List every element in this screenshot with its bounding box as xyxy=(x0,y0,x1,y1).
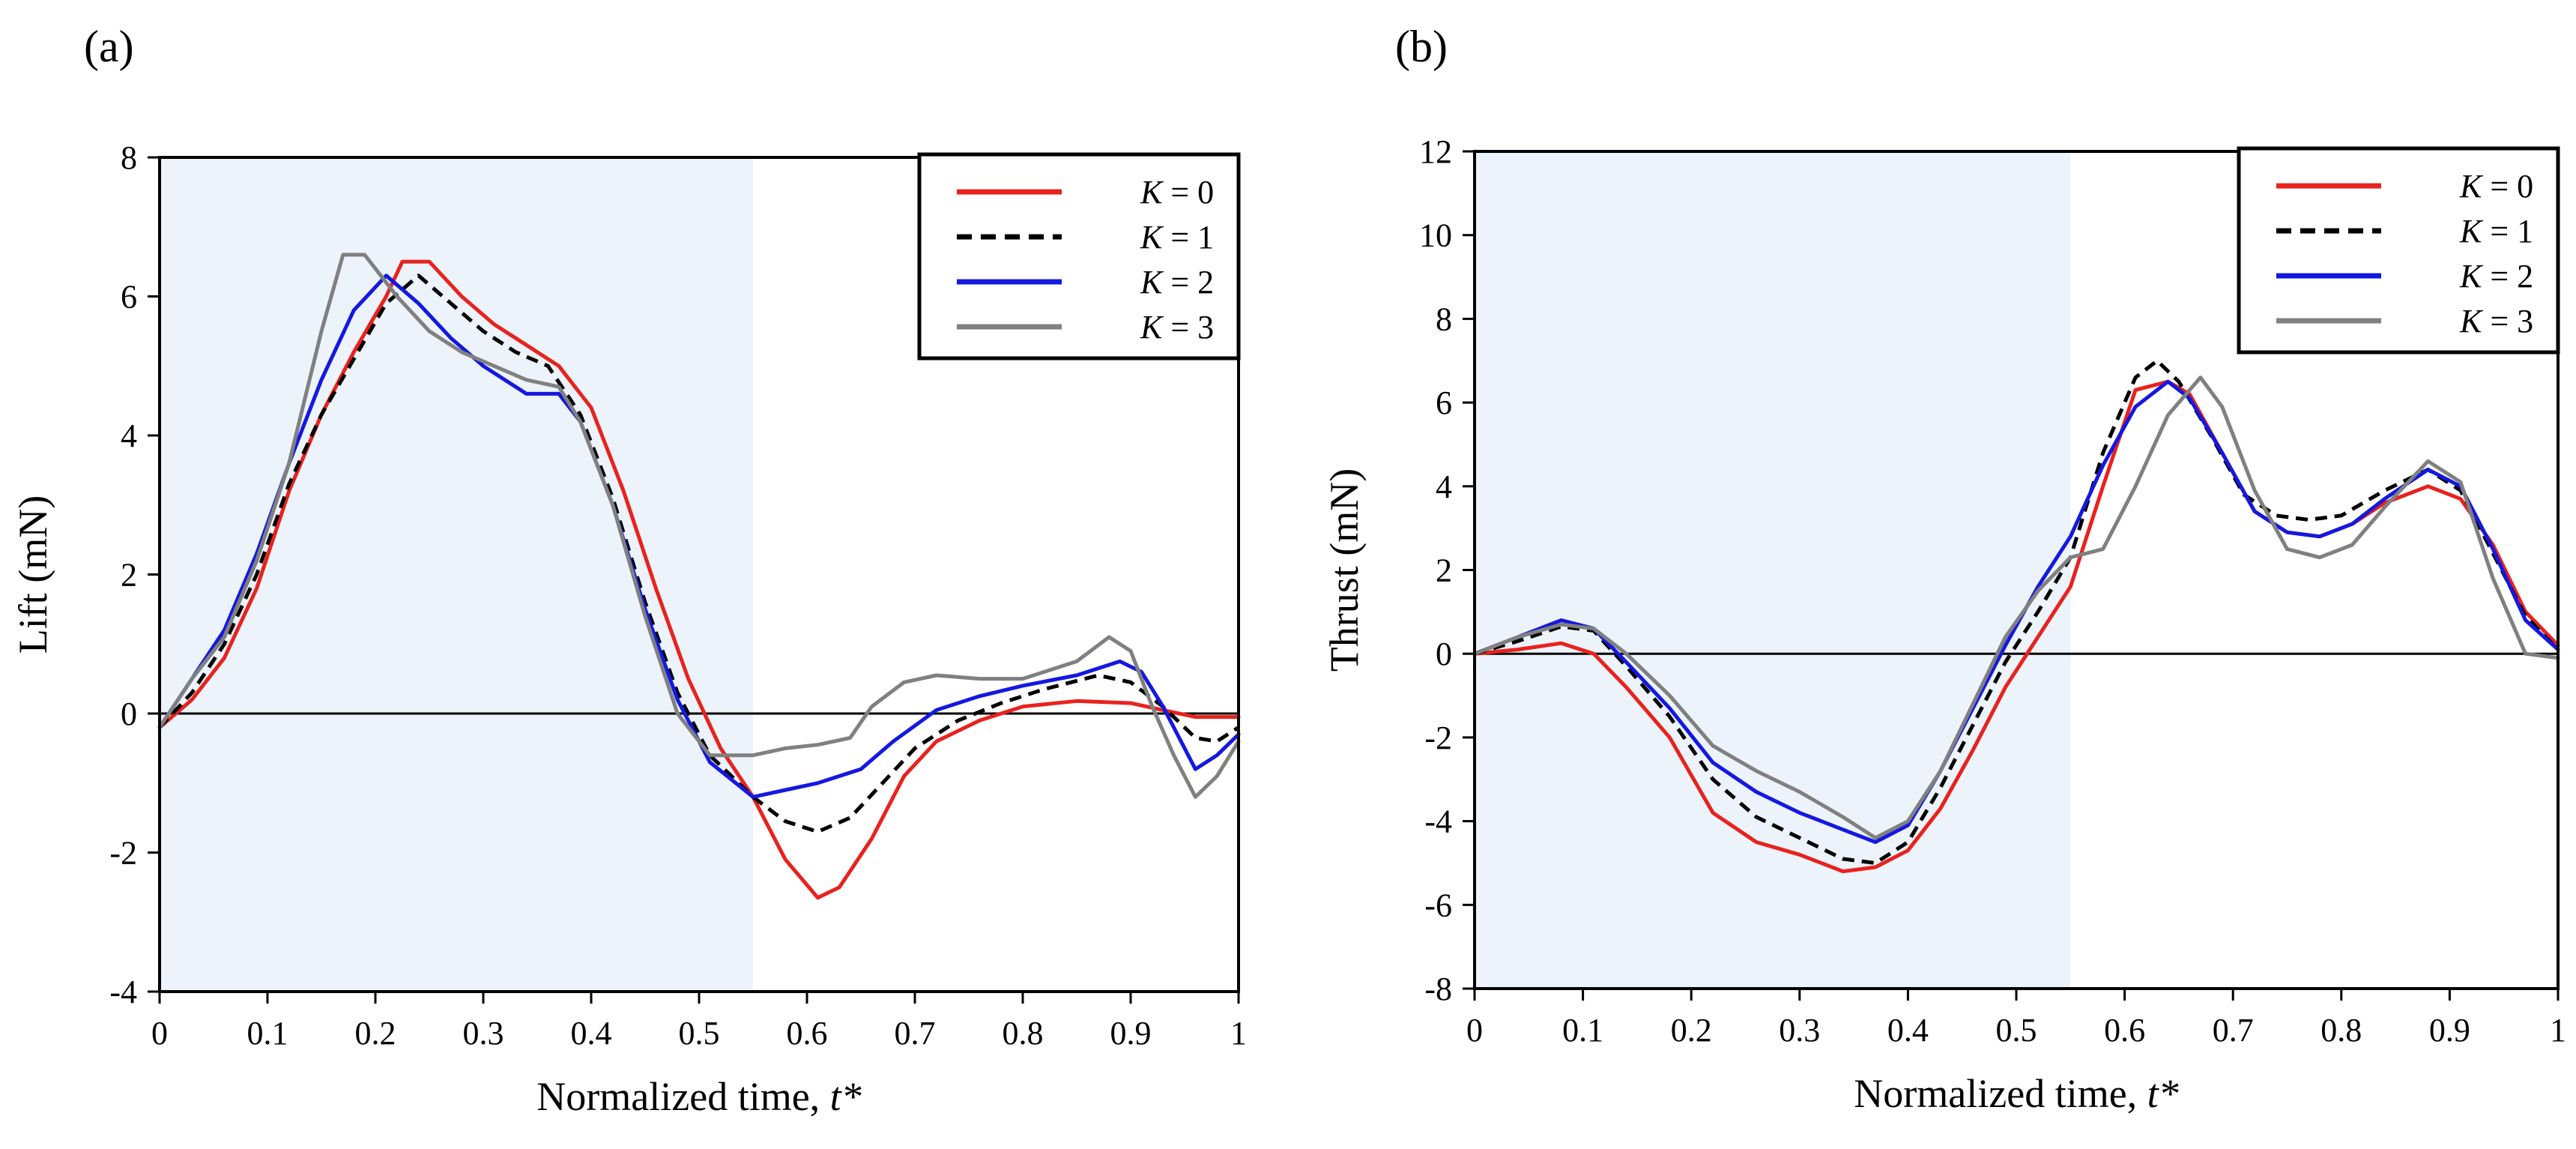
series-line-k0 xyxy=(1472,379,2560,874)
x-tick-label: 0.5 xyxy=(1996,1012,2037,1049)
y-tick-label: 0 xyxy=(1436,636,1452,672)
y-tick-label: 10 xyxy=(1419,217,1452,254)
y-axis-title: Thrust (mN) xyxy=(1322,468,1367,672)
y-tick-label: 12 xyxy=(1419,133,1452,170)
y-tick-label: 6 xyxy=(121,279,137,316)
x-tick-label: 0.4 xyxy=(1887,1012,1929,1049)
x-tick-label: 0.6 xyxy=(787,1015,828,1052)
legend-label: K = 1 xyxy=(2459,213,2533,250)
y-tick-label: -4 xyxy=(109,974,137,1010)
series-line-k3 xyxy=(157,253,1241,799)
x-tick-label: 0.5 xyxy=(679,1015,720,1052)
x-tick-label: 0.8 xyxy=(1003,1015,1044,1052)
legend-label: K = 2 xyxy=(2459,258,2533,295)
series-line-k2 xyxy=(1472,379,2560,844)
shaded-region xyxy=(1476,153,2071,987)
x-tick-label: 0.7 xyxy=(895,1015,936,1052)
y-tick-label: 0 xyxy=(121,696,137,732)
x-axis-title: Normalized time, t* xyxy=(1854,1071,2178,1116)
y-tick-label: -8 xyxy=(1424,971,1452,1007)
series-line-k2 xyxy=(157,274,1241,799)
y-tick-label: 2 xyxy=(121,557,137,594)
legend-label: K = 2 xyxy=(1140,264,1214,301)
legend-label: K = 3 xyxy=(2459,303,2533,340)
y-tick-label: 2 xyxy=(1436,552,1452,589)
panel-label: (a) xyxy=(84,22,134,71)
x-tick-label: 0.1 xyxy=(1562,1012,1603,1049)
legend-label: K = 0 xyxy=(2459,168,2533,205)
series-line-k1 xyxy=(158,274,1240,834)
lift-chart-panel: 0 0.1 0.2 0.3 0.4 0.5 0.6 0.7 0.8 0.9 1 -4 -2 0 2 4 6 8 No… xyxy=(10,22,1247,1119)
x-tick-label: 0.7 xyxy=(2213,1012,2254,1049)
x-tick-label: 0.9 xyxy=(1110,1015,1152,1052)
series-line-k1 xyxy=(1474,358,2560,865)
y-tick-label: 4 xyxy=(1436,468,1452,505)
legend-label: K = 0 xyxy=(1140,174,1214,211)
y-tick-label: 6 xyxy=(1436,384,1452,421)
x-tick-label: 1 xyxy=(1230,1015,1247,1052)
x-tick-label: 0.6 xyxy=(2104,1012,2145,1049)
thrust-chart-panel: 0 0.1 0.2 0.3 0.4 0.5 0.6 0.7 0.8 0.9 1 -8 -6 -4 -2 0 2 4… xyxy=(1322,22,2566,1116)
x-tick-label: 0 xyxy=(151,1015,168,1052)
x-tick-label: 0.2 xyxy=(1671,1012,1712,1049)
y-tick-label: 4 xyxy=(121,417,137,454)
x-tick-label: 1 xyxy=(2550,1012,2566,1049)
y-axis-title: Lift (mN) xyxy=(10,495,55,654)
y-tick-label: -2 xyxy=(109,835,137,872)
x-tick-label: 0.8 xyxy=(2320,1012,2362,1049)
x-tick-label: 0.1 xyxy=(247,1015,288,1052)
x-tick-label: 0.9 xyxy=(2429,1012,2470,1049)
y-tick-label: 8 xyxy=(121,139,137,176)
series-line-k3 xyxy=(1472,376,2560,840)
y-tick-label: -2 xyxy=(1424,720,1452,756)
y-tick-label: 8 xyxy=(1436,301,1452,337)
x-tick-label: 0.3 xyxy=(1779,1012,1820,1049)
legend-label: K = 3 xyxy=(1140,309,1214,346)
y-tick-label: -6 xyxy=(1424,887,1452,923)
x-axis-title: Normalized time, t* xyxy=(536,1074,861,1119)
x-tick-label: 0 xyxy=(1466,1012,1483,1049)
x-tick-label: 0.4 xyxy=(571,1015,612,1052)
legend-label: K = 1 xyxy=(1140,219,1214,256)
panel-label: (b) xyxy=(1395,22,1448,71)
y-tick-label: -4 xyxy=(1424,803,1452,840)
x-tick-label: 0.2 xyxy=(355,1015,396,1052)
legend-box xyxy=(917,152,1241,361)
x-tick-label: 0.3 xyxy=(463,1015,504,1052)
